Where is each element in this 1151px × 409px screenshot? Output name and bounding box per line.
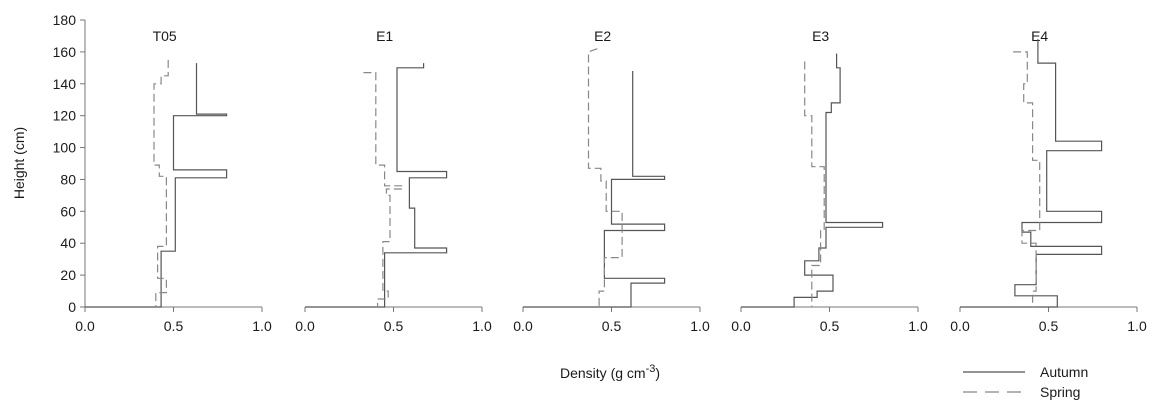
series-autumn-line: [741, 53, 884, 308]
y-tick-label: 140: [53, 76, 77, 92]
y-tick-label: 20: [60, 267, 76, 283]
y-tick-label: 120: [53, 108, 77, 124]
series-spring-line: [153, 59, 169, 307]
panel-title: E2: [594, 28, 611, 44]
x-axis-title-superscript: -3: [646, 363, 656, 375]
y-tick-label: 0: [68, 299, 76, 315]
x-tick-label: 1.0: [252, 318, 272, 334]
panel-e4: 0.0 0.5 1.0 E4: [950, 28, 1147, 334]
panel-title: E4: [1031, 28, 1048, 44]
series-autumn-line: [523, 71, 666, 308]
panel-e2: 0.0 0.5 1.0 E2: [513, 28, 710, 334]
series-autumn-line: [960, 39, 1103, 308]
panel-e3: 0.0 0.5 1.0 E3: [731, 28, 928, 334]
y-tick-label: 180: [53, 12, 77, 28]
x-tick-label: 0.5: [1039, 318, 1059, 334]
legend-spring-label: Spring: [1040, 384, 1080, 400]
series-spring-line: [363, 71, 403, 307]
y-axis-title: Height (cm): [11, 127, 27, 199]
x-tick-label: 1.0: [472, 318, 492, 334]
series-autumn-line: [305, 63, 448, 308]
x-axis-title-suffix: ): [655, 365, 660, 381]
x-axis-title: Density (g cm-3): [560, 363, 660, 381]
x-tick-label: 0.0: [75, 318, 95, 334]
x-tick-label: 1.0: [1127, 318, 1147, 334]
x-tick-label: 0.5: [164, 318, 184, 334]
x-tick-label: 0.5: [384, 318, 404, 334]
panel-title: E1: [376, 28, 393, 44]
x-tick-label: 0.0: [295, 318, 315, 334]
panel-title: E3: [812, 28, 829, 44]
series-spring-line: [587, 48, 623, 307]
legend-autumn-label: Autumn: [1040, 364, 1088, 380]
panel-title: T05: [153, 28, 177, 44]
x-axis-title-main: Density (g cm: [560, 365, 646, 381]
series-autumn-line: [85, 63, 228, 308]
y-tick-label: 40: [60, 235, 76, 251]
x-tick-label: 1.0: [908, 318, 928, 334]
x-tick-label: 0.5: [602, 318, 622, 334]
x-tick-label: 1.0: [690, 318, 710, 334]
y-tick-label: 160: [53, 44, 77, 60]
legend: Autumn Spring: [963, 364, 1088, 400]
x-tick-label: 0.0: [731, 318, 751, 334]
x-tick-label: 0.0: [513, 318, 533, 334]
x-tick-label: 0.5: [820, 318, 840, 334]
x-tick-label: 0.0: [950, 318, 970, 334]
y-tick-label: 60: [60, 203, 76, 219]
series-spring-line: [804, 61, 825, 307]
panel-t05: 0.0 0.5 1.0 T05: [75, 28, 272, 334]
y-tick-label: 80: [60, 171, 76, 187]
series-spring-line: [1013, 51, 1041, 307]
panel-e1: 0.0 0.5 1.0 E1: [295, 28, 492, 334]
y-tick-label: 100: [53, 140, 77, 156]
